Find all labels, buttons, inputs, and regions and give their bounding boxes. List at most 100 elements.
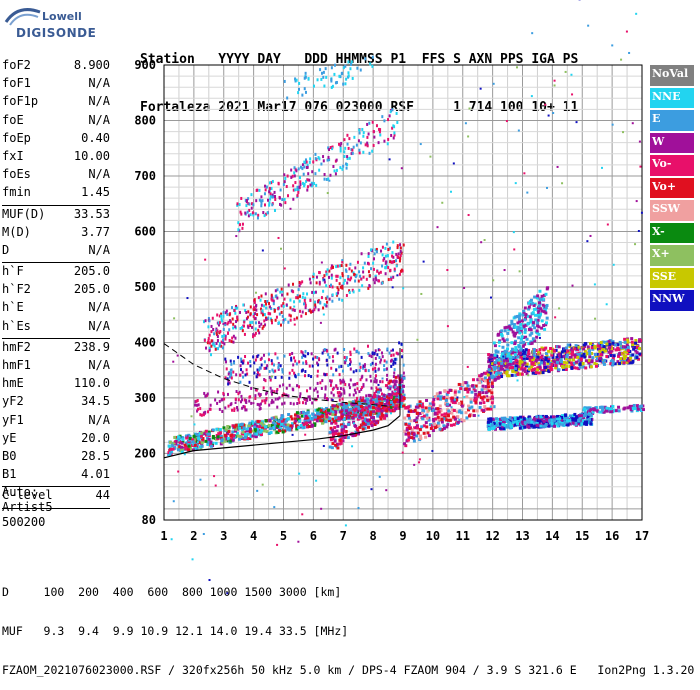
- echo-point: [396, 264, 398, 267]
- echo-point: [530, 421, 533, 424]
- echo-point: [269, 305, 271, 308]
- echo-point: [428, 410, 430, 412]
- echo-point: [498, 376, 501, 379]
- echo-point: [608, 343, 611, 346]
- echo-point: [267, 211, 269, 214]
- echo-point: [180, 446, 183, 449]
- echo-point: [590, 365, 593, 368]
- echo-point: [482, 409, 485, 412]
- echo-point: [341, 415, 344, 418]
- echo-point: [340, 286, 342, 289]
- echo-point: [522, 369, 525, 372]
- echo-point: [377, 391, 380, 394]
- echo-point: [347, 275, 349, 278]
- echo-point: [523, 351, 526, 354]
- echo-point: [539, 366, 542, 369]
- echo-point: [309, 398, 311, 401]
- echo-point: [434, 418, 437, 421]
- y-tick-label: 300: [134, 391, 156, 405]
- echo-point: [281, 368, 283, 371]
- echo-point: [390, 110, 392, 113]
- echo-point: [521, 373, 524, 376]
- echo-point: [299, 284, 301, 287]
- echo-point: [517, 336, 520, 339]
- echo-point: [534, 318, 537, 321]
- echo-point: [286, 185, 288, 188]
- echo-point: [387, 248, 389, 251]
- echo-point: [510, 341, 513, 344]
- echo-point: [420, 425, 423, 428]
- echo-point: [295, 169, 297, 172]
- legend-item-w: W: [650, 133, 694, 156]
- echo-point: [191, 440, 194, 443]
- echo-point: [432, 398, 435, 401]
- echo-point: [613, 264, 615, 266]
- echo-point: [255, 309, 257, 312]
- echo-point: [585, 359, 588, 362]
- echo-point: [533, 348, 536, 351]
- echo-point: [389, 269, 391, 272]
- echo-point: [353, 393, 355, 396]
- echo-point: [271, 375, 273, 377]
- echo-point: [287, 321, 289, 324]
- echo-point: [247, 310, 249, 313]
- echo-point: [292, 363, 294, 366]
- echo-point: [173, 436, 176, 439]
- echo-point: [288, 283, 290, 286]
- echo-point: [401, 167, 403, 169]
- echo-point: [418, 404, 421, 407]
- echo-point: [495, 424, 498, 427]
- y-tick-label: 600: [134, 224, 156, 238]
- echo-point: [394, 390, 396, 392]
- echo-point: [356, 67, 358, 70]
- echo-point: [363, 131, 365, 134]
- echo-point: [250, 312, 252, 315]
- echo-point: [576, 121, 578, 123]
- echo-point: [343, 389, 345, 392]
- echo-point: [327, 156, 329, 159]
- echo-point: [368, 394, 371, 397]
- echo-point: [305, 304, 307, 307]
- echo-point: [297, 194, 299, 197]
- echo-point: [201, 445, 204, 448]
- echo-point: [276, 297, 278, 300]
- echo-point: [480, 88, 482, 90]
- echo-point: [454, 391, 457, 394]
- echo-point: [337, 433, 340, 436]
- echo-point: [255, 317, 257, 320]
- echo-point: [392, 363, 394, 366]
- echo-point: [359, 363, 361, 366]
- echo-point: [194, 404, 196, 407]
- echo-point: [583, 408, 586, 411]
- echo-point: [266, 186, 268, 189]
- echo-point: [294, 181, 296, 184]
- x-tick-label: 17: [635, 529, 649, 543]
- echo-point: [314, 416, 317, 419]
- echo-point: [270, 195, 272, 198]
- echo-point: [536, 356, 539, 359]
- echo-point: [560, 358, 563, 361]
- echo-point: [407, 432, 410, 435]
- echo-point: [268, 424, 271, 427]
- echo-point: [283, 183, 285, 186]
- echo-point: [282, 315, 284, 318]
- echo-point: [263, 429, 266, 432]
- echo-point: [211, 428, 214, 431]
- echo-point: [464, 381, 467, 384]
- echo-point: [332, 165, 334, 168]
- echo-point: [366, 398, 369, 401]
- echo-point: [324, 281, 326, 284]
- echo-point: [514, 326, 517, 329]
- echo-point: [233, 361, 235, 364]
- echo-point: [264, 360, 266, 363]
- echo-point: [387, 138, 389, 141]
- echo-point: [366, 410, 369, 413]
- echo-point: [403, 372, 405, 375]
- echo-point: [368, 132, 370, 135]
- echo-point: [314, 301, 316, 304]
- echo-point: [284, 298, 286, 301]
- echo-point: [617, 406, 620, 409]
- echo-point: [624, 341, 627, 344]
- echo-point: [281, 402, 283, 405]
- echo-point: [289, 353, 291, 356]
